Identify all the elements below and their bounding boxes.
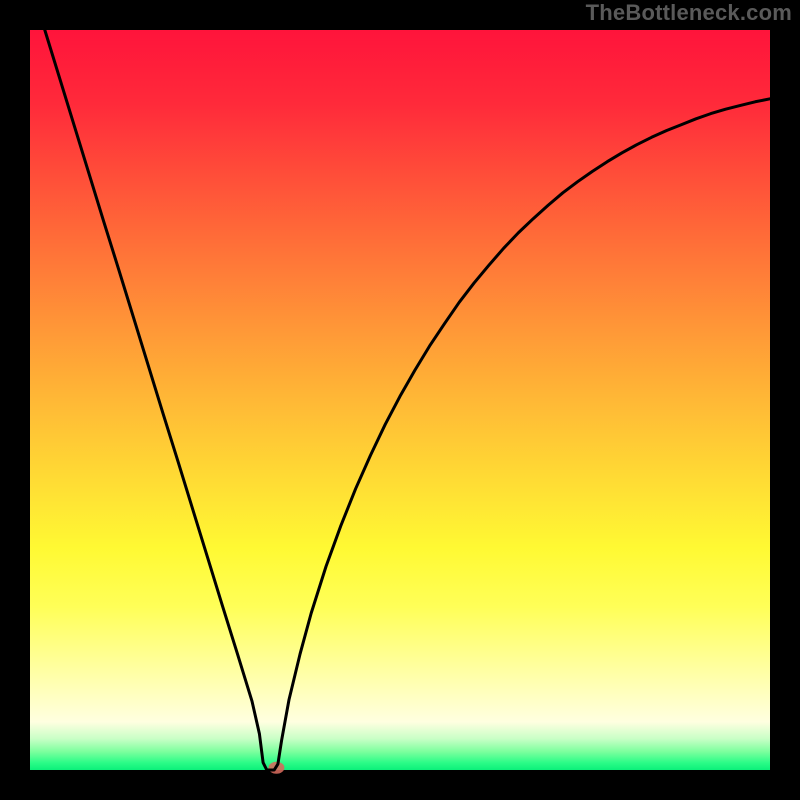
watermark-text: TheBottleneck.com — [586, 0, 792, 26]
chart-frame: TheBottleneck.com — [0, 0, 800, 800]
bottleneck-chart — [0, 0, 800, 800]
plot-background — [30, 30, 770, 770]
